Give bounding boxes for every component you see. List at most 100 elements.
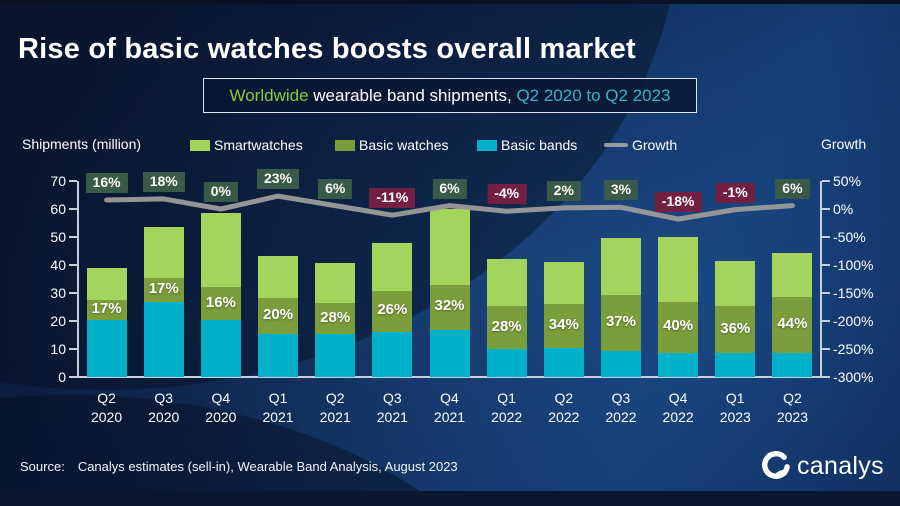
basic-watch-share-label: 37% [605, 312, 636, 330]
growth-badge: 0% [203, 182, 238, 202]
bar-segment-basic-watches [143, 278, 184, 302]
x-axis-label: Q1 2021 [262, 390, 294, 425]
left-axis-tick-label: 40 [50, 257, 66, 273]
legend-label: Basic watches [359, 137, 449, 153]
legend-item-growth: Growth [604, 137, 677, 153]
left-axis-tick-label: 0 [58, 369, 66, 385]
bar-segment-basic-watches [86, 300, 127, 320]
basic-watch-share-label: 34% [548, 315, 579, 333]
subtitle-topic: wearable band shipments, [308, 85, 512, 105]
x-axis-label: Q3 2020 [148, 390, 180, 425]
left-axis-tick [69, 208, 77, 210]
basic-watch-share-label: 20% [263, 306, 294, 324]
x-axis-label: Q2 2022 [548, 390, 580, 425]
x-axis-line [77, 376, 822, 378]
page-title: Rise of basic watches boosts overall mar… [18, 33, 636, 66]
left-axis-tick-label: 20 [50, 313, 66, 329]
bar-segment-basic-bands [258, 333, 299, 377]
right-axis-tick [822, 264, 830, 266]
bar-segment-basic-watches [600, 294, 641, 351]
growth-badge: -1% [715, 182, 755, 203]
x-axis-label: Q4 2022 [662, 390, 694, 425]
x-axis-label: Q4 2021 [433, 390, 466, 425]
bar-segment-smartwatches [372, 242, 413, 291]
bar-segment-basic-bands [658, 352, 699, 377]
basic-watch-share-label: 16% [205, 293, 236, 311]
bar-segment-basic-watches [658, 301, 699, 353]
left-axis-tick-label: 30 [50, 285, 66, 301]
bar-segment-smartwatches [543, 261, 584, 304]
bar-segment-smartwatches [715, 261, 756, 306]
basic-watch-share-label: 17% [148, 279, 179, 297]
bar-segment-basic-bands [600, 350, 641, 377]
legend-item-basic-watches: Basic watches [335, 137, 448, 153]
right-axis-tick [822, 348, 830, 350]
legend-label: Growth [632, 137, 678, 153]
bar-segment-basic-watches [200, 287, 241, 320]
source-text: Canalys estimates (sell-in), Wearable Ba… [77, 459, 458, 474]
bar-segment-basic-bands [543, 347, 584, 377]
bar-segment-smartwatches [772, 252, 813, 297]
basic-bands-swatch-icon [477, 139, 497, 151]
left-axis-tick-label: 70 [50, 173, 66, 189]
bar-segment-basic-watches [772, 296, 813, 354]
x-axis-label: Q3 2022 [605, 390, 637, 425]
chart-subtitle: Worldwide wearable band shipments, Q2 20… [203, 78, 697, 113]
basic-watch-share-label: 32% [434, 297, 465, 315]
basic-watch-share-label: 28% [491, 317, 522, 335]
bar-segment-basic-bands [143, 301, 184, 377]
right-axis-title: Growth [821, 136, 867, 152]
x-axis-label: Q2 2023 [776, 390, 808, 425]
canalys-logo: canalys [760, 451, 884, 481]
bar-segment-smartwatches [86, 268, 127, 300]
source-label: Source: [20, 459, 65, 474]
bar-segment-basic-watches [486, 305, 527, 350]
growth-badge: 6% [775, 178, 810, 199]
x-axis-label: Q1 2023 [719, 390, 751, 425]
canalys-logo-text: canalys [797, 451, 884, 480]
left-axis-tick [69, 376, 77, 378]
x-axis-label: Q4 2020 [205, 390, 237, 425]
left-axis-tick-label: 10 [50, 341, 66, 357]
right-axis-tick-label: 0% [833, 201, 854, 217]
basic-watch-share-label: 26% [377, 301, 408, 319]
bar-segment-smartwatches [658, 236, 699, 302]
left-axis-tick [69, 348, 77, 350]
bar-segment-basic-bands [315, 333, 356, 377]
bar-segment-smartwatches [200, 213, 241, 288]
bar-segment-smartwatches [486, 259, 527, 306]
growth-badge: 6% [432, 178, 467, 199]
x-axis-label: Q3 2021 [376, 390, 408, 425]
left-axis-tick [69, 320, 77, 322]
source-note: Source: Canalys estimates (sell-in), Wear… [20, 459, 458, 474]
basic-watch-share-label: 17% [91, 299, 122, 317]
growth-badge: -11% [369, 188, 416, 209]
bar-segment-basic-watches [258, 298, 299, 334]
canalys-logo-icon [762, 451, 790, 479]
basic-watches-swatch-icon [335, 139, 355, 151]
bar-segment-basic-bands [372, 331, 413, 377]
x-axis-label: Q2 2020 [90, 390, 123, 425]
growth-badge: 16% [85, 173, 128, 194]
right-axis-tick-label: -250% [833, 341, 874, 357]
legend-item-smartwatches: Smartwatches [190, 137, 303, 153]
left-axis-tick [69, 236, 77, 238]
bar-segment-smartwatches [315, 263, 356, 304]
growth-badge: 23% [257, 169, 300, 190]
right-axis-tick-label: -50% [833, 229, 866, 245]
x-axis-label: Q1 2022 [491, 390, 523, 425]
left-axis-tick [69, 264, 77, 266]
left-axis-tick [69, 292, 77, 294]
basic-watch-share-label: 40% [663, 317, 694, 335]
bar-segment-basic-watches [715, 305, 756, 354]
left-axis-title: Shipments (million) [22, 136, 142, 152]
legend-item-basic-bands: Basic bands [477, 137, 577, 153]
top-strip [0, 0, 900, 4]
growth-badge: -4% [487, 184, 527, 205]
bar-segment-basic-bands [715, 353, 756, 377]
right-axis-tick-label: 50% [833, 173, 862, 189]
right-axis-tick-label: -100% [833, 257, 874, 273]
right-axis-tick [822, 208, 830, 210]
right-axis-tick-label: -200% [833, 313, 874, 329]
legend-label: Smartwatches [214, 137, 303, 153]
